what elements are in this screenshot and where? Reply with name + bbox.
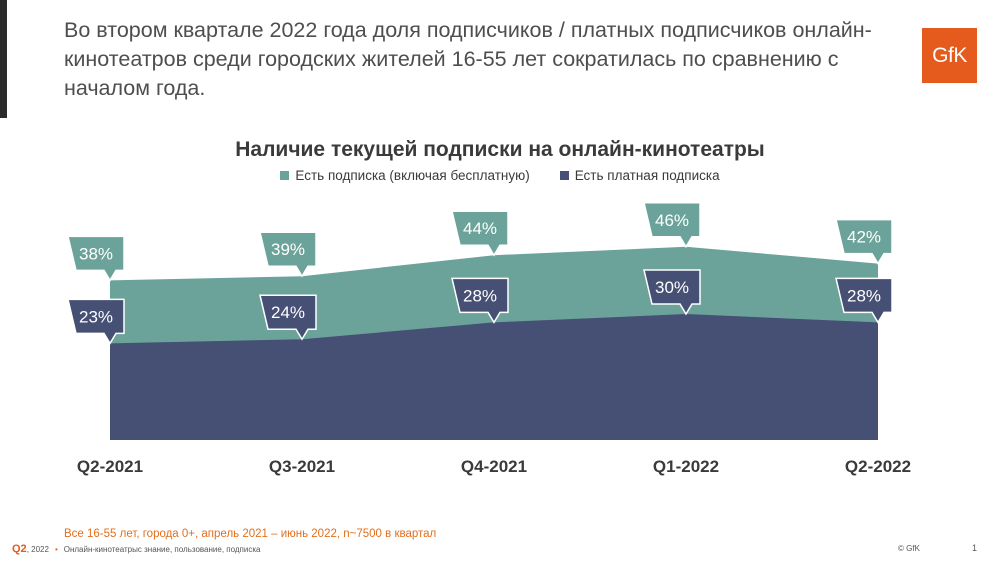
- x-tick-label: Q1-2022: [653, 457, 719, 476]
- data-label-text: 39%: [271, 240, 305, 259]
- data-label-text: 46%: [655, 211, 689, 230]
- data-label-text: 28%: [463, 286, 497, 305]
- data-label-text: 28%: [847, 286, 881, 305]
- x-tick-label: Q2-2021: [77, 457, 143, 476]
- data-label-s1-3: 30%: [643, 269, 701, 316]
- slide-headline: Во втором квартале 2022 года доля подпис…: [64, 18, 872, 100]
- data-label-s0-3: 46%: [643, 202, 701, 249]
- data-label-s0-1: 39%: [259, 231, 317, 278]
- data-label-text: 38%: [79, 244, 113, 263]
- area-chart: 38% 39% 44% 46% 42% 23% 24% 28% 30% 28% Q2-2021 Q3-…: [67, 202, 911, 476]
- sample-note: Все 16-55 лет, города 0+, апрель 2021 – …: [64, 528, 437, 540]
- x-tick-label: Q3-2021: [269, 457, 335, 476]
- legend-item-paid: Есть платная подписка: [559, 168, 720, 183]
- data-label-s0-0: 38%: [67, 235, 125, 282]
- data-label-s1-2: 28%: [451, 277, 509, 324]
- x-tick-label: Q2-2022: [845, 457, 911, 476]
- data-label-s1-1: 24%: [259, 294, 317, 341]
- data-label-s0-2: 44%: [451, 210, 509, 257]
- data-label-text: 30%: [655, 278, 689, 297]
- copyright: © GfK: [898, 544, 920, 553]
- legend-label-subscription: Есть подписка (включая бесплатную): [295, 168, 530, 183]
- data-label-s0-4: 42%: [835, 218, 893, 266]
- footer-quarter: Q2: [12, 543, 27, 555]
- footer-period: Q2, 2022: [12, 543, 49, 555]
- footer-year: , 2022: [26, 545, 49, 554]
- data-label-s1-4: 28%: [835, 277, 893, 324]
- legend-swatch-teal: [280, 171, 290, 180]
- area-series-1: [110, 314, 878, 440]
- data-label-s1-0: 23%: [67, 298, 125, 345]
- footer: Q2, 2022 • Онлайн-кинотеатрыс знание, по…: [12, 543, 260, 555]
- footer-bullet: •: [54, 544, 58, 554]
- x-tick-label: Q4-2021: [461, 457, 527, 476]
- gfk-logo: GfK: [922, 28, 977, 83]
- legend-swatch-navy: [559, 171, 569, 180]
- page-number: 1: [972, 543, 978, 553]
- data-label-text: 23%: [79, 307, 113, 326]
- legend-item-subscription: Есть подписка (включая бесплатную): [280, 168, 530, 183]
- data-label-text: 42%: [847, 228, 881, 247]
- left-edge-strip: [0, 0, 7, 118]
- data-label-text: 24%: [271, 303, 305, 322]
- legend-label-paid: Есть платная подписка: [574, 168, 720, 183]
- chart-title: Наличие текущей подписки на онлайн-кинот…: [235, 138, 765, 161]
- data-label-text: 44%: [463, 219, 497, 238]
- footer-section: Онлайн-кинотеатрыс знание, пользование, …: [63, 544, 261, 554]
- chart-legend: Есть подписка (включая бесплатную) Есть …: [0, 168, 1000, 183]
